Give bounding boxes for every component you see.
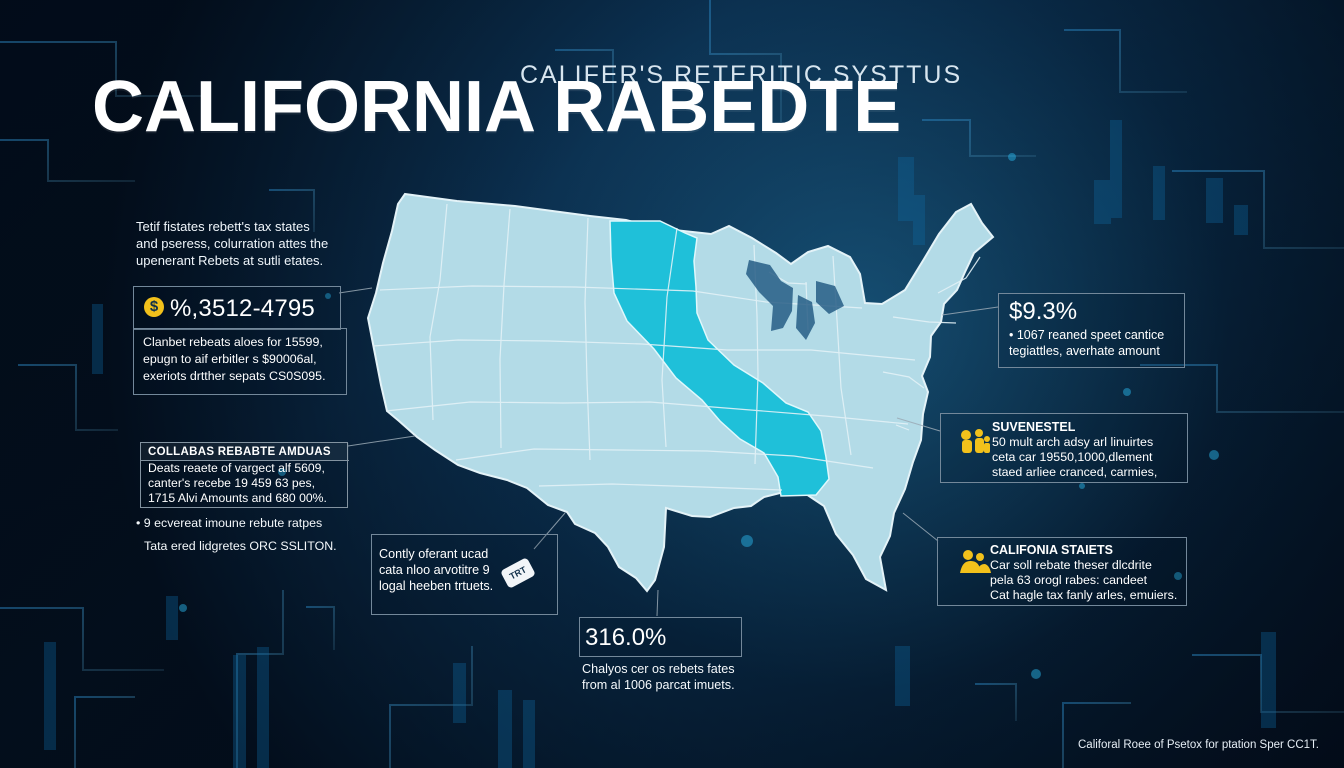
bottom-value-box: 316.0% bbox=[579, 617, 742, 657]
source-line: Califoral Roee of Psetox for ptation Spe… bbox=[1078, 739, 1319, 751]
center-small-line: logal heeben trtuets. bbox=[379, 579, 494, 593]
percent-line: tegiattles, averhate amount bbox=[1009, 344, 1160, 358]
bottom-description: Chalyos cer os rebets fates from al 1006… bbox=[582, 661, 735, 693]
suvenestel-heading: SUVENESTEL bbox=[992, 420, 1076, 434]
suvenestel-description: 50 mult arch adsy arl linuirtes ceta car… bbox=[992, 435, 1157, 480]
left-description-line: exeriots drtther sepats CS0S095. bbox=[143, 369, 326, 383]
dollar-coin-icon: $ bbox=[144, 297, 164, 317]
california-states-line: pela 63 orogl rabes: candeet bbox=[990, 573, 1148, 587]
intro-text: Tetif fistates rebett's tax states and p… bbox=[136, 218, 356, 269]
left-description-line: Clanbet rebeats aloes for 15599, bbox=[143, 335, 323, 349]
intro-line: Tetif fistates rebett's tax states bbox=[136, 219, 310, 234]
family-icon bbox=[960, 550, 991, 573]
left-description-line: epugn to aif erbitler s $90006al, bbox=[143, 352, 317, 366]
california-states-line: Cat hagle tax fanly arles, emuiers. bbox=[990, 588, 1178, 602]
bullet-line: • 9 ecvereat imoune rebute ratpes bbox=[136, 516, 323, 530]
bottom-description-line: from al 1006 parcat imuets. bbox=[582, 678, 735, 692]
suvenestel-line: 50 mult arch adsy arl linuirtes bbox=[992, 435, 1154, 449]
collabas-line: canter's recebe 19 459 63 pes, bbox=[148, 476, 315, 490]
california-states-heading: CALIFONIA STAIETS bbox=[990, 543, 1113, 557]
family-icon bbox=[961, 429, 990, 453]
suvenestel-box: SUVENESTEL 50 mult arch adsy arl linuirt… bbox=[940, 413, 1188, 483]
bottom-value: 316.0% bbox=[585, 624, 667, 651]
percent-panel: $9.3% • 1067 reaned speet cantice tegiat… bbox=[998, 293, 1185, 368]
left-description-box: Clanbet rebeats aloes for 15599, epugn t… bbox=[133, 328, 347, 395]
collabas-title: COLLABAS REBABTE AMDUAS bbox=[141, 443, 349, 461]
center-small-line: cata nloo arvotitre 9 bbox=[379, 563, 490, 577]
center-small-line: Contly oferant ucad bbox=[379, 547, 489, 561]
percent-line: • 1067 reaned speet cantice bbox=[1009, 328, 1165, 342]
bottom-description-line: Chalyos cer os rebets fates bbox=[582, 662, 735, 676]
collabas-line: 1715 Alvi Amounts and 680 00%. bbox=[148, 491, 327, 505]
page-title: CALIFORNIA RABEDTE bbox=[92, 67, 902, 147]
intro-line: and pseress, colurration attes the bbox=[136, 236, 329, 251]
percent-value: $9.3% bbox=[1009, 298, 1078, 325]
california-states-line: Car soll rebate theser dlcdrite bbox=[990, 558, 1152, 572]
left-value-box: $ %,3512-4795 bbox=[133, 286, 341, 330]
suvenestel-line: staed arliee cranced, carmies, bbox=[992, 465, 1158, 479]
intro-line: upenerant Rebets at sutli etates. bbox=[136, 253, 324, 268]
collabas-line: Deats reaete of vargect alf 5609, bbox=[148, 461, 325, 475]
left-value: %,3512-4795 bbox=[170, 295, 315, 322]
footnote-line: Tata ered lidgretes ORC SSLITON. bbox=[144, 539, 337, 553]
us-map bbox=[366, 192, 995, 593]
suvenestel-line: ceta car 19550,1000,dlement bbox=[992, 450, 1153, 464]
great-lakes bbox=[746, 260, 844, 340]
california-states-description: Car soll rebate theser dlcdrite pela 63 … bbox=[990, 558, 1177, 603]
collabas-rebate-box: COLLABAS REBABTE AMDUAS Deats reaete of … bbox=[140, 442, 349, 508]
page-subtitle: CALIFER'S RETERITIC SYSTTUS bbox=[520, 61, 963, 89]
